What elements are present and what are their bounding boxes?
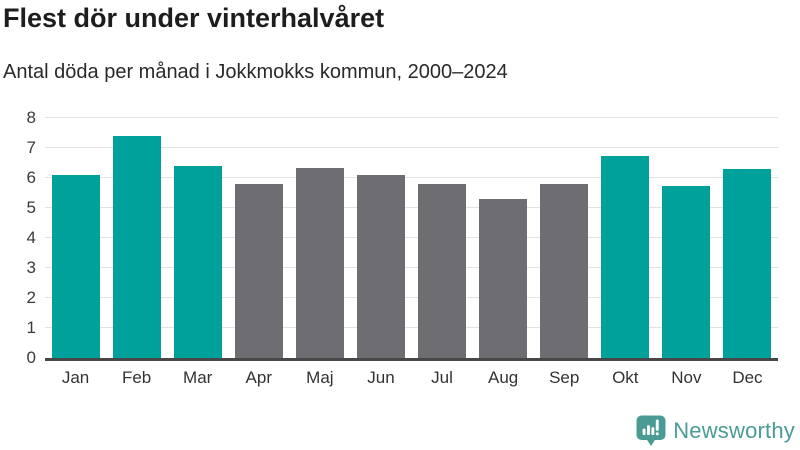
x-tick-label-apr: Apr [245, 368, 273, 387]
x-tick-label-jul: Jul [431, 368, 453, 387]
gridline-3 [45, 267, 778, 268]
plot-area [45, 117, 778, 358]
bar-maj [295, 167, 344, 358]
x-tick-label-okt: Okt [612, 368, 639, 387]
y-tick-label-0: 0 [26, 348, 36, 367]
bar-jul [418, 184, 467, 358]
gridline-5 [45, 207, 778, 208]
y-tick-label-1: 1 [26, 318, 36, 337]
gridline-1 [45, 327, 778, 328]
x-tick-label-mar: Mar [183, 368, 213, 387]
y-tick-label-7: 7 [26, 138, 36, 157]
x-tick-label-nov: Nov [671, 368, 702, 387]
x-tick-label-sep: Sep [549, 368, 580, 387]
x-tick-label-aug: Aug [487, 368, 519, 387]
newsworthy-logo-icon [636, 415, 666, 446]
chart-subtitle: Antal döda per månad i Jokkmokks kommun,… [3, 61, 508, 83]
bar-jun [356, 175, 405, 358]
bar-aug [479, 199, 528, 358]
y-tick-label-6: 6 [26, 168, 36, 187]
y-tick-label-2: 2 [26, 288, 36, 307]
gridline-7 [45, 147, 778, 148]
chart-title: Flest dör under vinterhalvåret [3, 3, 385, 33]
bar-nov [662, 185, 711, 358]
gridline-2 [45, 297, 778, 298]
x-tick-label-feb: Feb [121, 368, 152, 387]
brand-footer: Newsworthy [636, 415, 795, 447]
y-tick-label-8: 8 [26, 108, 36, 127]
bar-apr [234, 184, 283, 358]
y-tick-label-4: 4 [26, 228, 36, 247]
bar-jan [51, 175, 100, 358]
bar-sep [540, 184, 589, 358]
gridline-4 [45, 237, 778, 238]
y-tick-label-5: 5 [26, 198, 36, 217]
gridline-8 [45, 117, 778, 118]
bar-feb [112, 136, 161, 358]
x-tick-label-jan: Jan [61, 368, 90, 387]
x-tick-label-dec: Dec [732, 368, 763, 387]
bar-dec [723, 169, 772, 358]
y-tick-label-3: 3 [26, 258, 36, 277]
brand-name: Newsworthy [673, 418, 795, 443]
gridline-6 [45, 177, 778, 178]
bar-mar [173, 166, 222, 358]
x-tick-label-maj: Maj [306, 368, 334, 387]
x-tick-label-jun: Jun [367, 368, 395, 387]
x-axis-line [45, 358, 778, 361]
bar-okt [601, 155, 650, 358]
